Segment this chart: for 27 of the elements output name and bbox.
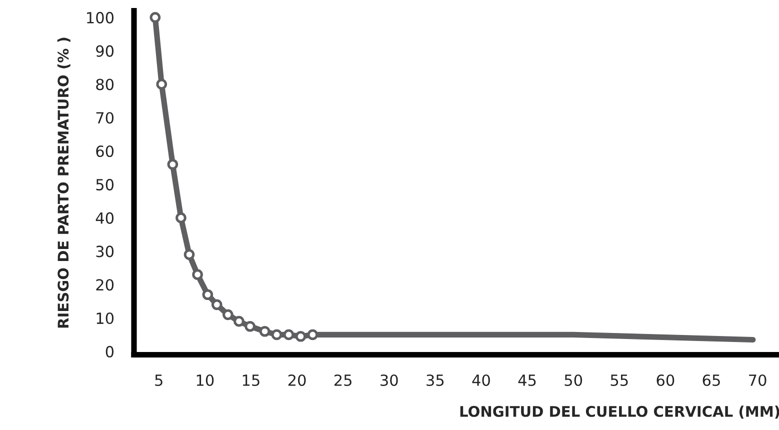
x-tick-label: 50 xyxy=(564,374,582,386)
x-tick-label: 65 xyxy=(702,374,720,386)
y-axis-title: RIESGO DE PARTO PREMATURO (% ) xyxy=(57,38,70,328)
y-tick-label: 30 xyxy=(96,246,114,258)
x-tick-label: 5 xyxy=(155,374,162,386)
x-tick-label: 25 xyxy=(334,374,352,386)
y-tick-label: 40 xyxy=(96,212,114,224)
y-tick-label: 60 xyxy=(96,145,114,158)
x-tick-label: 10 xyxy=(196,374,214,386)
x-axis-title: LONGITUD DEL CUELLO CERVICAL (MM) xyxy=(460,406,779,419)
x-tick-label: 15 xyxy=(242,374,260,386)
y-tick-label: 70 xyxy=(96,112,114,124)
x-tick-label: 45 xyxy=(518,374,536,386)
y-tick-label: 100 xyxy=(87,12,114,24)
y-tick-label: 50 xyxy=(96,178,114,190)
y-tick-label: 20 xyxy=(96,279,114,291)
x-tick-label: 35 xyxy=(426,374,444,386)
y-tick-label: 80 xyxy=(96,78,114,90)
y-tick-label: 10 xyxy=(96,312,114,324)
y-tick-label: 90 xyxy=(96,45,114,57)
y-tick-label: 0 xyxy=(106,346,114,358)
x-tick-label: 60 xyxy=(656,374,674,386)
x-tick-label: 30 xyxy=(380,374,398,386)
x-tick-label: 40 xyxy=(472,374,490,386)
x-tick-label: 55 xyxy=(610,374,628,386)
x-tick-label: 70 xyxy=(749,374,766,386)
x-tick-label: 20 xyxy=(288,374,306,386)
